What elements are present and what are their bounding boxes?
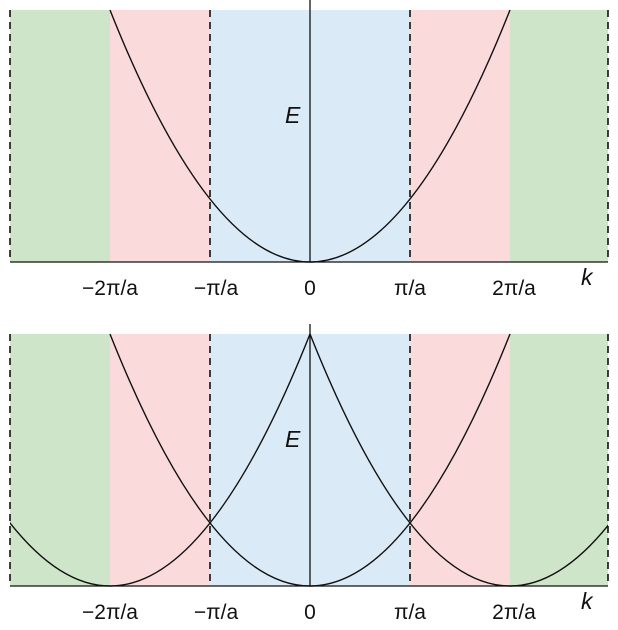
- third-zone-left: [10, 10, 110, 262]
- parabola-centered-minus-2pi: [10, 333, 311, 587]
- k-axis-label: k: [581, 588, 594, 614]
- free-electron-parabola: [109, 9, 511, 263]
- tick-label-minus-2pi: −2π/a: [82, 601, 138, 624]
- energy-axis-label: E: [285, 426, 301, 452]
- tick-label-zero: 0: [304, 601, 316, 624]
- tick-label-minus-2pi: −2π/a: [82, 277, 138, 300]
- parabola-centered-zero: [109, 333, 511, 587]
- tick-label-minus-pi: −π/a: [194, 277, 239, 300]
- extended-zone-panel: E k −2π/a −π/a 0 π/a 2π/a: [9, 0, 609, 300]
- third-zone-right: [510, 10, 608, 262]
- third-zone-left: [10, 334, 110, 586]
- parabola-centered-plus-2pi: [309, 333, 608, 587]
- tick-label-pi: π/a: [394, 277, 426, 300]
- energy-axis-label: E: [285, 102, 301, 128]
- tick-label-2pi: 2π/a: [492, 601, 536, 624]
- tick-label-minus-pi: −π/a: [194, 601, 239, 624]
- repeated-zone-panel: E k −2π/a −π/a 0 π/a 2π/a: [9, 324, 609, 624]
- tick-label-2pi: 2π/a: [492, 277, 536, 300]
- k-axis-label: k: [581, 264, 594, 290]
- third-zone-right: [510, 334, 608, 586]
- tick-label-zero: 0: [304, 277, 316, 300]
- tick-label-pi: π/a: [394, 601, 426, 624]
